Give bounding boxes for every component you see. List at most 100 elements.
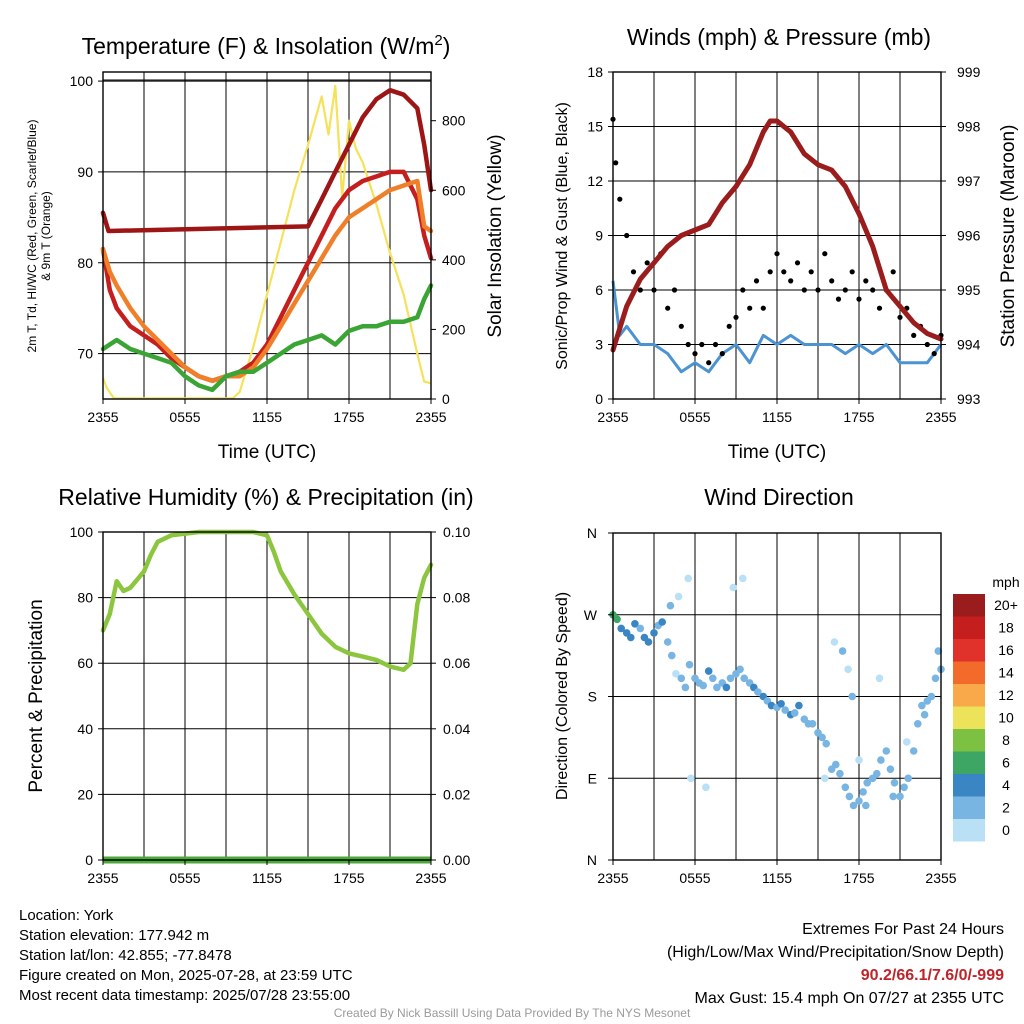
- x-tick-label: 0555: [679, 870, 710, 886]
- direction-point: [713, 683, 721, 692]
- x-tick-label: 1755: [843, 409, 874, 425]
- x-tick-label: 2355: [87, 870, 118, 886]
- winds-title: Winds (mph) & Pressure (mb): [627, 24, 931, 50]
- y2-tick-label: 996: [957, 228, 981, 244]
- direction-point: [855, 797, 863, 805]
- direction-point: [672, 670, 680, 678]
- station-latlon: Station lat/lon: 42.855; -77.8478: [19, 947, 232, 964]
- direction-point: [704, 667, 713, 675]
- direction-point: [877, 756, 885, 764]
- y2-tick-label: 0.08: [443, 590, 470, 606]
- direction-point: [920, 710, 929, 719]
- direction-point: [636, 624, 645, 633]
- colorbar-swatch: [953, 751, 985, 774]
- gust-point: [733, 314, 739, 320]
- gust-point: [863, 278, 869, 284]
- direction-point: [836, 769, 844, 778]
- y2-tick-label: 0.04: [443, 721, 470, 737]
- direction-point: [918, 701, 926, 710]
- station-elevation: Station elevation: 177.942 m: [19, 927, 210, 944]
- x-tick-label: 1155: [252, 870, 282, 886]
- direction-point: [795, 701, 803, 710]
- winds-y-label: Sonic/Prop Wind & Gust (Blue, Black): [554, 102, 571, 370]
- y-tick-label: 15: [587, 119, 603, 135]
- gust-point: [788, 278, 794, 284]
- direction-point: [832, 760, 840, 769]
- temperature-panel: Temperature (F) & Insolation (W/m2) 2355…: [25, 32, 506, 463]
- pressure-line: [610, 118, 944, 353]
- y-tick-label: 20: [77, 786, 93, 802]
- direction-point: [886, 765, 895, 773]
- x-tick-label: 1755: [333, 409, 364, 425]
- colorbar-swatch: [953, 616, 985, 639]
- direction-point: [855, 756, 863, 764]
- x-tick-label: 2355: [597, 409, 628, 425]
- extremes-info: Extremes For Past 24 Hours (High/Low/Max…: [667, 918, 1004, 1010]
- wind-direction-y-label: Direction (Colored By Speed): [554, 592, 571, 800]
- temperature-ticks: 2355 0555 1155 1755 2355 70 80 90 100 0 200 400 600 8…: [70, 73, 466, 425]
- gust-point: [897, 314, 903, 320]
- colorbar-title: mph: [992, 574, 1019, 590]
- colorbar-label: 8: [1002, 732, 1010, 748]
- y2-tick-label: 200: [442, 321, 466, 337]
- gust-point: [794, 260, 801, 266]
- temperature-y-label-2: & 9m T (Orange): [39, 191, 53, 281]
- gust-point: [699, 341, 705, 348]
- insolation-y-label: Solar Insolation (Yellow): [485, 134, 506, 337]
- direction-point: [838, 647, 847, 655]
- direction-point: [875, 674, 884, 683]
- direction-point: [903, 738, 911, 746]
- y-tick-label: 12: [587, 173, 603, 189]
- gust-point: [856, 296, 862, 302]
- gust-point: [829, 278, 835, 284]
- direction-tick-label: N: [587, 525, 597, 541]
- y-tick-label: 6: [595, 282, 603, 298]
- humidity-y-label: Percent & Precipitation: [26, 599, 47, 792]
- humidity-grid: [103, 532, 431, 860]
- temperature-x-label: Time (UTC): [218, 442, 317, 463]
- direction-point: [613, 615, 621, 624]
- gust-point: [719, 351, 725, 357]
- direction-point: [729, 583, 738, 592]
- y-tick-label: 40: [77, 721, 93, 737]
- direction-point: [845, 792, 854, 801]
- gust-point: [753, 278, 760, 284]
- colorbar-swatch: [953, 684, 985, 707]
- colorbar-label: 4: [1002, 777, 1010, 793]
- direction-point: [739, 574, 747, 583]
- gust-point: [870, 287, 876, 293]
- gust-point: [630, 269, 637, 275]
- extremes-values: 90.2/66.1/7.6/0/-999: [860, 967, 1004, 984]
- y2-tick-label: 994: [957, 337, 981, 353]
- y-tick-label: 90: [77, 164, 93, 180]
- x-tick-label: 0555: [679, 409, 710, 425]
- winds-series: [610, 116, 944, 374]
- direction-point: [777, 700, 785, 708]
- gust-point: [678, 323, 684, 329]
- direction-point: [722, 683, 731, 692]
- direction-point: [674, 592, 683, 601]
- direction-tick-label: E: [588, 770, 597, 786]
- direction-point: [677, 674, 686, 683]
- y-tick-label: 9: [595, 228, 603, 244]
- x-tick-label: 1755: [843, 870, 874, 886]
- y2-tick-label: 800: [442, 113, 466, 129]
- humidity-line: [100, 529, 434, 673]
- dewpoint-line: [100, 283, 434, 393]
- y-tick-label: 60: [77, 655, 93, 671]
- winds-x-label: Time (UTC): [728, 442, 827, 463]
- direction-point: [882, 747, 891, 755]
- y2-tick-label: 0.10: [443, 524, 470, 540]
- colorbar-swatch: [953, 729, 985, 752]
- colorbar-swatch: [953, 639, 985, 662]
- x-tick-label: 1155: [252, 409, 282, 425]
- gust-point: [931, 351, 937, 357]
- x-tick-label: 1755: [333, 870, 364, 886]
- gust-point: [767, 269, 773, 275]
- gust-point: [911, 332, 917, 338]
- gust-point: [822, 251, 828, 257]
- gust-point: [617, 196, 623, 202]
- y-tick-label: 70: [77, 346, 93, 362]
- gust-point: [613, 160, 619, 166]
